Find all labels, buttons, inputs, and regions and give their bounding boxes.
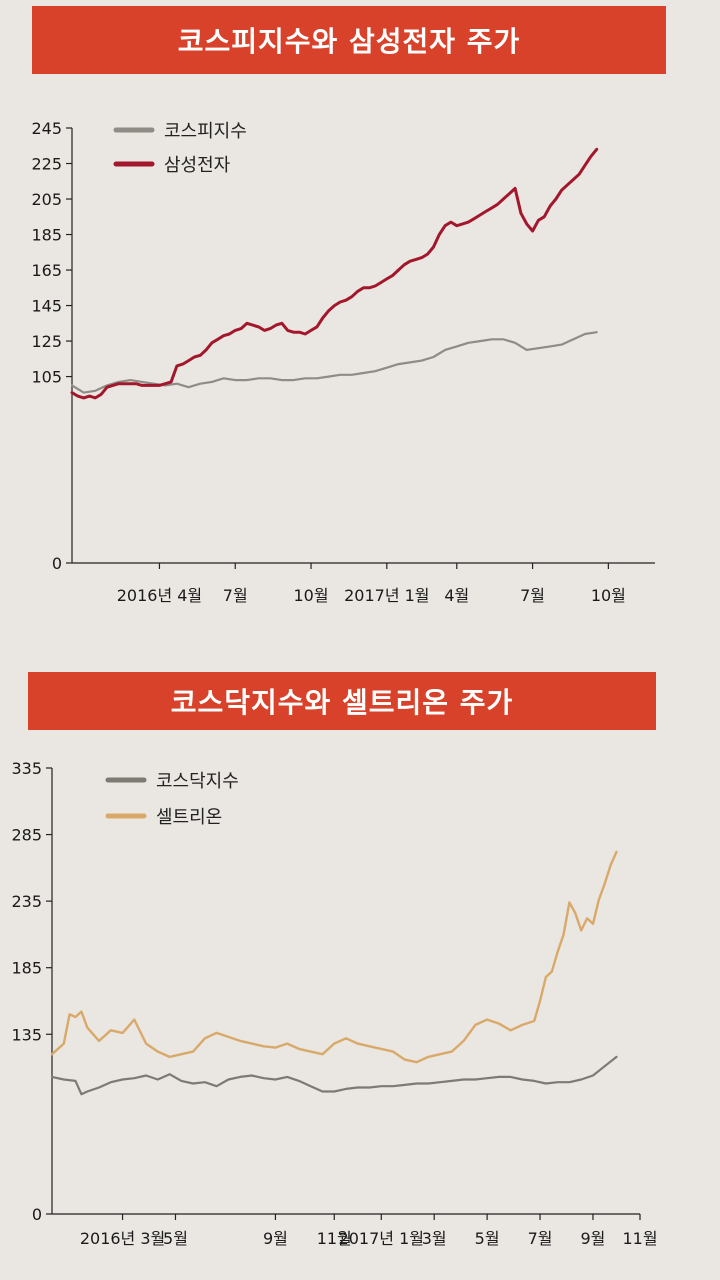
x-tick-label: 11월 [317, 1229, 352, 1248]
y-tick-label: 185 [31, 226, 62, 245]
x-tick-label: 2017년 1월 [339, 1229, 424, 1248]
x-tick-label: 2017년 1월 [344, 586, 429, 605]
x-tick-label: 3월 [422, 1229, 447, 1248]
y-tick-label: 335 [11, 759, 42, 778]
x-tick-label: 5월 [475, 1229, 500, 1248]
x-tick-label: 9월 [263, 1229, 288, 1248]
kospi-samsung-chart: 0 105 125 145 165 185 205 225 245 2016년 4월 7월 10월 20… [31, 119, 655, 605]
x-tick-label: 11월 [622, 1229, 657, 1248]
y-tick-label: 245 [31, 119, 62, 138]
x-tick-label: 7월 [520, 586, 545, 605]
x-tick-label: 5월 [163, 1229, 188, 1248]
x-tick-label: 10월 [293, 586, 328, 605]
chart-title-kosdaq-celltrion: 코스닥지수와 셀트리온 주가 [28, 672, 656, 730]
y-tick-label: 225 [31, 155, 62, 174]
series-line-2 [50, 850, 618, 1064]
y-tick-label: 165 [31, 261, 62, 280]
y-tick-label: 285 [11, 826, 42, 845]
x-tick-label: 4월 [444, 586, 469, 605]
x-tick-label: 7월 [528, 1229, 553, 1248]
y-tick-label: 145 [31, 297, 62, 316]
x-tick-label: 2016년 3월 [80, 1229, 165, 1248]
legend-label: 셀트리온 [156, 807, 222, 828]
y-tick-label: 235 [11, 892, 42, 911]
y-tick-label: 135 [11, 1025, 42, 1044]
legend-label: 삼성전자 [164, 155, 231, 176]
x-tick-label: 9월 [581, 1229, 606, 1248]
series-line-2 [70, 147, 599, 400]
x-tick-label: 7월 [223, 586, 248, 605]
y-tick-label: 205 [31, 190, 62, 209]
y-tick-label: 185 [11, 959, 42, 978]
y-tick-label: 105 [31, 368, 62, 387]
y-tick-label: 125 [31, 332, 62, 351]
y-tick-label: 0 [32, 1205, 42, 1224]
legend-label: 코스피지수 [164, 121, 247, 142]
legend-label: 코스닥지수 [156, 771, 239, 792]
chart-title-kospi-samsung: 코스피지수와 삼성전자 주가 [32, 6, 666, 74]
x-tick-label: 2016년 4월 [117, 586, 202, 605]
series-line-1 [50, 1055, 618, 1096]
y-tick-label: 0 [52, 554, 62, 573]
x-tick-label: 10월 [591, 586, 626, 605]
